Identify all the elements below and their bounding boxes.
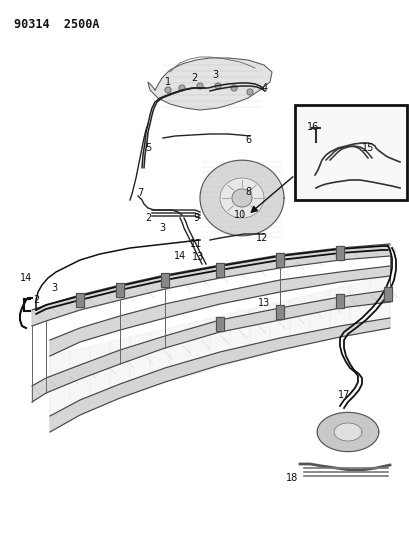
Polygon shape [148, 58, 271, 110]
Bar [216, 317, 223, 331]
Text: 4: 4 [261, 83, 267, 93]
Text: 16: 16 [306, 122, 318, 132]
Text: 3: 3 [211, 70, 218, 80]
Circle shape [196, 83, 202, 89]
Polygon shape [220, 178, 263, 218]
Text: 14: 14 [20, 273, 32, 283]
Bar [335, 246, 343, 260]
Bar [275, 253, 283, 267]
Text: 3: 3 [159, 223, 165, 233]
Polygon shape [200, 160, 283, 236]
Bar [335, 294, 343, 308]
Bar [383, 287, 391, 301]
Bar [161, 273, 169, 287]
Bar [294, 105, 406, 200]
Circle shape [246, 89, 252, 95]
Text: 14: 14 [173, 251, 186, 261]
Bar [216, 263, 223, 277]
Polygon shape [50, 318, 389, 432]
Bar [161, 273, 169, 287]
Text: 10: 10 [233, 210, 245, 220]
Text: 18: 18 [285, 473, 297, 483]
Text: 7: 7 [137, 188, 143, 198]
Circle shape [179, 85, 184, 91]
Text: 3: 3 [51, 283, 57, 293]
Text: 13: 13 [257, 298, 270, 308]
Text: 15: 15 [361, 143, 373, 153]
Text: 9: 9 [193, 213, 199, 223]
Circle shape [214, 83, 220, 89]
Bar [116, 283, 124, 297]
Bar [116, 283, 124, 297]
Text: 5: 5 [144, 143, 151, 153]
Bar [275, 305, 283, 319]
Bar [383, 287, 391, 301]
Text: 8: 8 [244, 187, 250, 197]
Text: 6: 6 [244, 135, 250, 145]
Polygon shape [50, 266, 389, 356]
Bar [275, 305, 283, 319]
Bar [76, 293, 84, 307]
Bar [216, 317, 223, 331]
Polygon shape [317, 413, 378, 451]
Bar [275, 253, 283, 267]
Circle shape [164, 87, 171, 93]
Polygon shape [333, 423, 361, 441]
Text: 1: 1 [164, 77, 171, 87]
Text: 17: 17 [337, 390, 349, 400]
Text: 2: 2 [33, 295, 39, 305]
Circle shape [230, 85, 236, 91]
Text: 90314  2500A: 90314 2500A [14, 18, 99, 31]
Bar [216, 263, 223, 277]
Text: 12: 12 [255, 233, 267, 243]
Text: 2: 2 [144, 213, 151, 223]
Polygon shape [231, 189, 252, 207]
Bar [335, 294, 343, 308]
Text: 13: 13 [191, 252, 204, 262]
Polygon shape [50, 276, 389, 416]
Text: 2: 2 [191, 73, 197, 83]
Polygon shape [32, 290, 389, 402]
Text: 11: 11 [189, 239, 202, 249]
Bar [76, 293, 84, 307]
Bar [335, 246, 343, 260]
Polygon shape [32, 244, 389, 326]
